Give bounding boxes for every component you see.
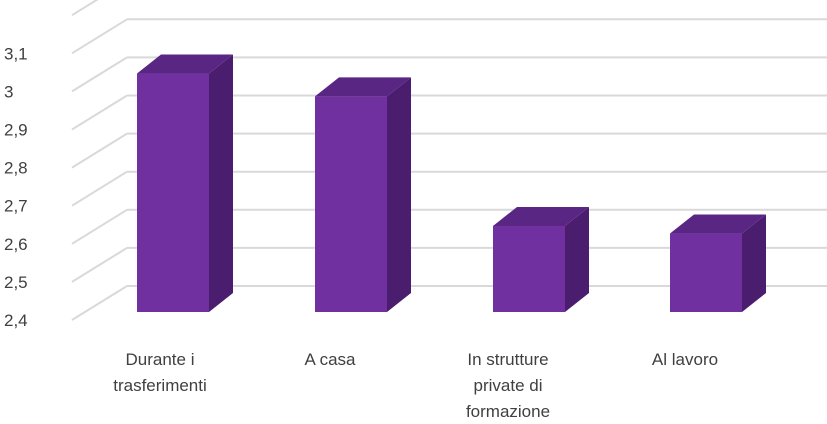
y-tick-label: 3,1	[4, 44, 28, 63]
bar	[493, 206, 589, 312]
bar	[315, 77, 411, 313]
bar-side	[209, 54, 233, 312]
y-tick-label: 2,5	[4, 273, 28, 292]
category-label: A casa	[304, 350, 356, 369]
gridline-depth	[71, 247, 128, 283]
bar-side	[742, 214, 766, 312]
category-label: Durante i trasferimenti	[113, 350, 207, 395]
bar	[137, 54, 233, 312]
bar-side	[387, 77, 411, 313]
bar-top	[493, 206, 589, 226]
gridline-depth	[71, 285, 128, 321]
bar-front	[137, 73, 209, 312]
gridline-depth	[71, 94, 128, 131]
bars	[137, 54, 766, 313]
y-tick-label: 2,8	[4, 159, 28, 178]
bar-top	[315, 77, 411, 97]
y-tick-label: 2,6	[4, 235, 28, 254]
gridline-depth	[71, 0, 99, 17]
gridline-depth	[71, 18, 128, 55]
gridline-depth	[71, 208, 128, 245]
bar-side	[565, 206, 589, 312]
y-tick-label: 3	[4, 82, 13, 101]
bar-front	[670, 233, 742, 312]
x-axis-labels: Durante i trasferimenti A casa In strutture…	[113, 350, 718, 421]
gridline-depth	[71, 56, 128, 93]
bar-top	[137, 54, 233, 74]
y-tick-label: 2,4	[4, 311, 28, 330]
category-label: In strutture private di formazione	[466, 350, 550, 421]
y-tick-label: 2,7	[4, 197, 28, 216]
bar-top	[670, 214, 766, 234]
bar	[670, 214, 766, 312]
y-tick-label: 2,9	[4, 121, 28, 140]
bar-front	[315, 96, 387, 313]
category-label: Al lavoro	[652, 350, 718, 369]
bar-front	[493, 225, 565, 312]
grid	[71, 0, 827, 321]
y-axis-ticks: 2,4 2,5 2,6 2,7 2,8 2,9 3 3,1	[4, 44, 28, 330]
gridline-depth	[71, 170, 128, 207]
gridline-depth	[71, 132, 128, 169]
